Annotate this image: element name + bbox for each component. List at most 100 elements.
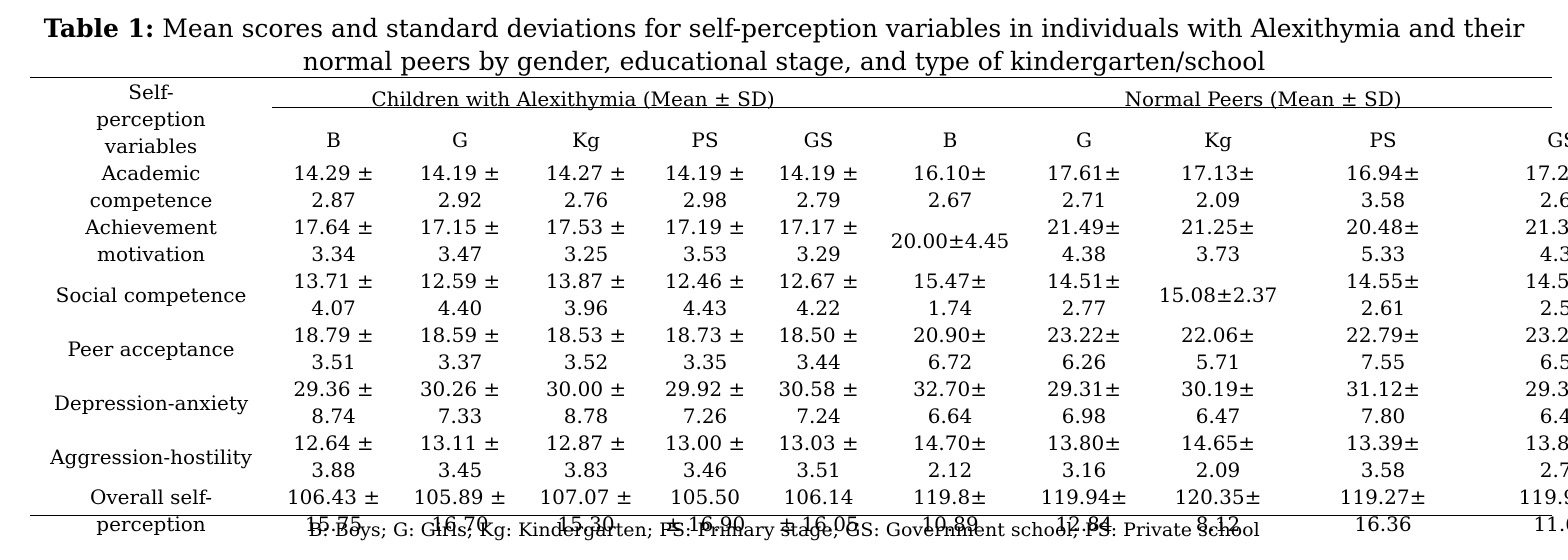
table-cell: 105.50 ± 16.90 [664,485,746,536]
table-cell: 16.10± 2.67 [912,161,987,212]
table-cell: 107.07 ± 15.30 [539,485,633,536]
table-row: Social competence 13.71 ± 4.07 12.59 ± 4.4… [30,268,1568,322]
table-row: Peer acceptance 18.79 ± 3.51 18.59 ± 3.37 1… [30,322,1568,376]
table-cell: 18.73 ± 3.35 [664,323,746,374]
table-row: Depression-anxiety 29.36 ± 8.74 30.26 ± 7.… [30,376,1568,430]
row-label-header-text: Self-perception variables [96,80,206,158]
table-cell: 20.48± 5.33 [1345,215,1420,266]
table-cell: 18.53 ± 3.52 [545,323,627,374]
table-row: Overall self- perception 106.43 ± 15.75 10… [30,484,1568,538]
table-caption-text: Mean scores and standard deviations for … [154,14,1525,76]
table-cell: 29.31± 6.47 [1525,377,1568,428]
table-cell: 17.53 ± 3.25 [545,215,627,266]
table-cell: 12.59 ± 4.40 [419,269,501,320]
subcolumn-header: Kg [1204,127,1232,152]
table-cell: 30.58 ± 7.24 [778,377,859,428]
table-cell: 12.67 ± 4.22 [778,269,859,320]
table-cell: 13.11 ± 3.45 [419,431,501,482]
table-cell: 23.22± 6.26 [1046,323,1121,374]
group-header-normal-peers: Normal Peers (Mean ± SD) [1124,87,1402,112]
table-cell: 119.8± 10.89 [912,485,987,536]
table-row: Academic competence 14.29 ± 2.87 14.19 ± 2… [30,160,1568,214]
group-header-rule [272,107,1552,108]
table-caption-label: Table 1: [43,14,155,43]
table-cell: 14.55± 2.61 [1345,269,1420,320]
row-label: Depression-anxiety [53,390,249,415]
table-cell: 30.26 ± 7.33 [419,377,501,428]
table-cell: 21.36± 4.34 [1525,215,1568,266]
table-cell: 15.47± 1.74 [912,269,987,320]
table-cell: 13.80± 2.75 [1525,431,1568,482]
table-cell: 17.26± 2.68 [1525,161,1568,212]
subcolumn-header: GS [1547,127,1568,152]
table-cell: 13.87 ± 3.96 [545,269,627,320]
table-cell: 17.15 ± 3.47 [419,215,501,266]
table-cell: 12.64 ± 3.88 [293,431,374,482]
group-header-alexithymia: Children with Alexithymia (Mean ± SD) [371,87,775,112]
table-cell: 13.39± 3.58 [1345,431,1420,482]
subcolumn-header: PS [691,127,719,152]
table-cell: 30.19± 6.47 [1180,377,1255,428]
table-cell: 31.12± 7.80 [1345,377,1420,428]
top-rule [30,77,1552,78]
table-cell: 13.80± 3.16 [1046,431,1121,482]
table-cell: 18.59 ± 3.37 [419,323,501,374]
subcolumn-header: B [942,127,958,152]
table-cell: 21.25± 3.73 [1180,215,1255,266]
table-cell: 14.29 ± 2.87 [293,161,374,212]
table-cell: 14.19 ± 2.98 [664,161,746,212]
row-label: Academic competence [89,161,213,212]
table-row: Achievement motivation 17.64 ± 3.34 17.15 … [30,214,1568,268]
table-cell: 14.51± 2.58 [1525,269,1568,320]
table-cell: 17.61± 2.71 [1046,161,1121,212]
table-cell: 13.03 ± 3.51 [778,431,859,482]
table-cell: 22.79± 7.55 [1345,323,1420,374]
table-cell: 21.49± 4.38 [1046,215,1121,266]
table-cell: 13.00 ± 3.46 [664,431,746,482]
table-cell: 23.22± 6.55 [1525,323,1568,374]
table-cell: 106.14 ± 16.05 [778,485,859,536]
table-cell: 32.70± 6.64 [912,377,987,428]
table-cell: 20.90± 6.72 [912,323,987,374]
subcolumn-header: G [1076,127,1092,152]
table-cell: 14.70± 2.12 [912,431,987,482]
subcolumn-header: Kg [572,127,600,152]
table-cell: 119.94± 11.62 [1518,485,1568,536]
table-cell: 17.13± 2.09 [1180,161,1255,212]
subcolumn-header: PS [1369,127,1397,152]
table-cell: 17.64 ± 3.34 [293,215,374,266]
table-cell: 119.94± 12.84 [1040,485,1128,536]
table-cell: 29.92 ± 7.26 [664,377,746,428]
row-label: Overall self- perception [89,485,213,536]
table-cell: 14.51± 2.77 [1046,269,1121,320]
table-cell: 22.06± 5.71 [1180,323,1255,374]
table-cell: 12.87 ± 3.83 [545,431,627,482]
subcolumn-header: B [326,127,341,152]
table-cell: 14.19 ± 2.79 [778,161,859,212]
table-cell: 14.65± 2.09 [1180,431,1255,482]
row-label-header: Self-perception variables [30,79,272,160]
table-cell: 29.31± 6.98 [1046,377,1121,428]
table-cell: 17.17 ± 3.29 [778,215,859,266]
table-cell: 17.19 ± 3.53 [664,215,746,266]
table-cell: 18.79 ± 3.51 [293,323,374,374]
table-cell: 14.19 ± 2.92 [419,161,501,212]
row-label: Social competence [55,282,247,307]
table-cell: 13.71 ± 4.07 [293,269,374,320]
row-label: Aggression-hostility [50,444,252,469]
table-cell: 16.94± 3.58 [1345,161,1420,212]
table-cell: 106.43 ± 15.75 [286,485,381,536]
row-label: Peer acceptance [67,336,235,361]
subcolumn-header: GS [803,127,834,152]
table-cell: 119.27± 16.36 [1339,485,1427,536]
table-cell: 15.08±2.37 [1158,282,1278,307]
table-cell: 29.36 ± 8.74 [293,377,374,428]
table-row: Aggression-hostility 12.64 ± 3.88 13.11 ± … [30,430,1568,484]
row-label: Achievement motivation [85,215,217,266]
table-cell: 120.35± 8.12 [1174,485,1262,536]
table-cell: 105.89 ± 16.70 [413,485,507,536]
table-cell: 18.50 ± 3.44 [778,323,859,374]
table-footnote: B: Boys; G: Girls; Kg: Kindergarten; PS:… [308,519,1260,541]
subcolumn-header: G [452,127,468,152]
table-cell: 20.00±4.45 [890,228,1010,253]
